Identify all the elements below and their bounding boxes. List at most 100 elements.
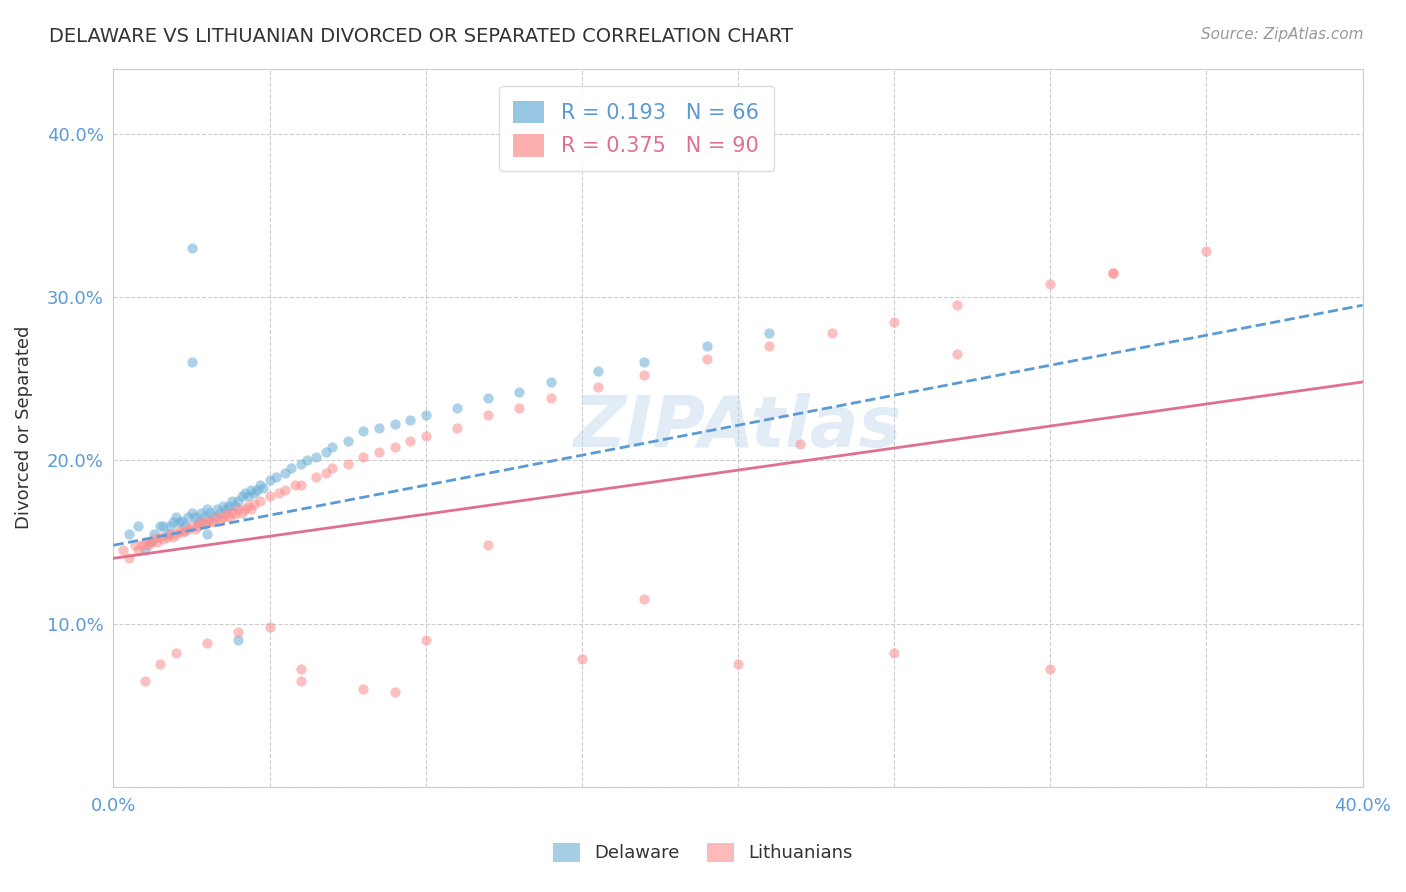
Point (208, 514, 231, 528)
Point (218, 499, 240, 513)
Point (586, 380, 609, 394)
Point (149, 518, 172, 533)
Point (167, 516, 190, 530)
Point (290, 478, 312, 492)
Point (200, 514, 222, 528)
Point (384, 417, 406, 432)
Point (821, 326, 844, 340)
Point (290, 457, 312, 471)
Point (118, 526, 141, 541)
Point (1101, 266, 1123, 280)
Point (152, 532, 174, 546)
Point (384, 685, 406, 699)
Point (352, 681, 374, 696)
Point (221, 506, 243, 520)
Point (367, 445, 389, 459)
Point (215, 502, 238, 516)
Y-axis label: Divorced or Separated: Divorced or Separated (15, 326, 32, 529)
Point (415, 408, 437, 422)
Point (139, 535, 162, 549)
Point (477, 408, 499, 422)
Point (221, 494, 243, 508)
Point (152, 518, 174, 533)
Point (162, 516, 184, 530)
Point (165, 510, 187, 524)
Point (183, 510, 205, 524)
Point (228, 632, 250, 647)
Point (321, 440, 343, 454)
Point (172, 514, 194, 528)
Point (149, 530, 172, 544)
Point (134, 535, 156, 549)
Point (180, 241, 202, 255)
Point (118, 551, 141, 566)
Point (211, 499, 233, 513)
Point (280, 461, 302, 475)
Point (111, 543, 134, 558)
Point (218, 510, 240, 524)
Text: Source: ZipAtlas.com: Source: ZipAtlas.com (1201, 27, 1364, 42)
Point (195, 526, 218, 541)
Text: DELAWARE VS LITHUANIAN DIVORCED OR SEPARATED CORRELATION CHART: DELAWARE VS LITHUANIAN DIVORCED OR SEPAR… (49, 27, 793, 45)
Point (267, 486, 290, 500)
Point (758, 326, 780, 340)
Point (290, 673, 312, 688)
Point (228, 502, 250, 516)
Point (477, 392, 499, 406)
Point (134, 543, 156, 558)
Point (246, 483, 269, 497)
Point (352, 450, 374, 464)
Point (177, 522, 200, 536)
Point (180, 518, 202, 533)
Point (155, 530, 177, 544)
Point (571, 652, 593, 666)
Point (249, 478, 271, 492)
Legend: Delaware, Lithuanians: Delaware, Lithuanians (546, 836, 860, 870)
Point (224, 499, 246, 513)
Point (187, 516, 209, 530)
Point (155, 526, 177, 541)
Point (187, 518, 209, 533)
Point (264, 469, 287, 483)
Point (139, 535, 162, 549)
Point (208, 506, 231, 520)
Point (205, 510, 228, 524)
Point (540, 375, 562, 389)
Point (190, 506, 212, 520)
Point (172, 525, 194, 540)
Point (252, 481, 274, 495)
Point (205, 502, 228, 516)
Point (143, 532, 166, 546)
Point (190, 516, 212, 530)
Point (415, 429, 437, 443)
Point (195, 636, 218, 650)
Point (211, 510, 233, 524)
Point (239, 483, 262, 497)
Point (124, 538, 146, 552)
Point (1039, 662, 1062, 676)
Point (1195, 244, 1218, 259)
Point (127, 543, 149, 558)
Point (284, 478, 307, 492)
Point (259, 473, 281, 487)
Point (215, 507, 238, 521)
Point (228, 624, 250, 639)
Point (183, 522, 205, 536)
Point (384, 440, 406, 454)
Point (159, 518, 181, 533)
Point (236, 489, 259, 503)
Point (127, 518, 149, 533)
Point (883, 314, 905, 328)
Point (399, 412, 422, 426)
Point (165, 526, 187, 541)
Point (233, 486, 256, 500)
Point (945, 347, 967, 361)
Point (195, 516, 218, 530)
Point (633, 368, 655, 383)
Point (274, 483, 297, 497)
Point (633, 355, 655, 369)
Point (758, 339, 780, 353)
Point (696, 339, 718, 353)
Legend: R = 0.193   N = 66, R = 0.375   N = 90: R = 0.193 N = 66, R = 0.375 N = 90 (499, 87, 773, 171)
Point (180, 355, 202, 369)
